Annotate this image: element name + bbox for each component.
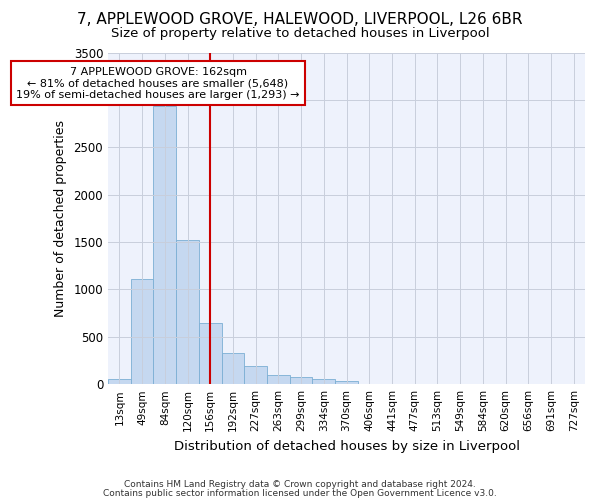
Bar <box>108 379 131 384</box>
Bar <box>313 379 335 384</box>
Text: 7, APPLEWOOD GROVE, HALEWOOD, LIVERPOOL, L26 6BR: 7, APPLEWOOD GROVE, HALEWOOD, LIVERPOOL,… <box>77 12 523 28</box>
Bar <box>335 382 358 384</box>
X-axis label: Distribution of detached houses by size in Liverpool: Distribution of detached houses by size … <box>173 440 520 452</box>
Text: Contains public sector information licensed under the Open Government Licence v3: Contains public sector information licen… <box>103 488 497 498</box>
Bar <box>131 279 154 384</box>
Y-axis label: Number of detached properties: Number of detached properties <box>53 120 67 317</box>
Bar <box>267 374 290 384</box>
Bar <box>154 106 176 384</box>
Bar <box>244 366 267 384</box>
Bar <box>221 353 244 384</box>
Text: Size of property relative to detached houses in Liverpool: Size of property relative to detached ho… <box>110 28 490 40</box>
Text: Contains HM Land Registry data © Crown copyright and database right 2024.: Contains HM Land Registry data © Crown c… <box>124 480 476 489</box>
Text: 7 APPLEWOOD GROVE: 162sqm
← 81% of detached houses are smaller (5,648)
19% of se: 7 APPLEWOOD GROVE: 162sqm ← 81% of detac… <box>16 66 300 100</box>
Bar <box>290 377 313 384</box>
Bar <box>199 322 221 384</box>
Bar <box>176 240 199 384</box>
